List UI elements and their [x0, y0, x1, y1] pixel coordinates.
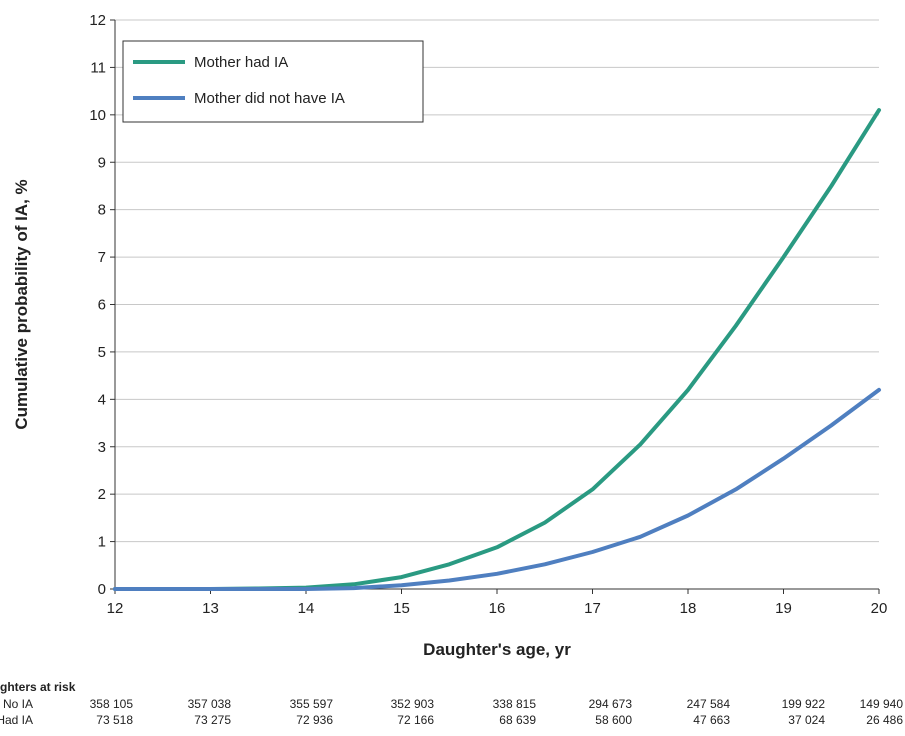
risk-cell: 338 815 [493, 697, 537, 711]
y-tick-label: 3 [98, 439, 106, 456]
x-tick-label: 16 [489, 600, 506, 617]
risk-cell: 352 903 [391, 697, 435, 711]
series-lines [113, 108, 881, 591]
x-tick-label: 17 [584, 600, 601, 617]
risk-cell: 72 936 [296, 713, 333, 727]
legend-label-mother-had-ia: Mother had IA [194, 54, 288, 71]
y-tick-label: 1 [98, 534, 106, 551]
x-tick-label: 18 [680, 600, 697, 617]
legend: Mother had IA Mother did not have IA [122, 40, 424, 123]
legend-label-mother-no-ia: Mother did not have IA [194, 90, 345, 107]
risk-cell: 68 639 [499, 713, 536, 727]
series-line-mother-no-ia [113, 387, 881, 591]
y-tick-label: 5 [98, 344, 106, 361]
y-tick-label: 9 [98, 154, 106, 171]
y-tick-label: 6 [98, 297, 106, 314]
x-tick-label: 12 [107, 600, 124, 617]
risk-table-rows: No IA 358 105 357 038 355 597 352 903 338 815… [0, 697, 903, 727]
y-tick-label: 8 [98, 202, 106, 219]
risk-cell: 58 600 [595, 713, 632, 727]
y-tick-label: 7 [98, 249, 106, 266]
risk-cell: 47 663 [693, 713, 730, 727]
series-line-mother-had-ia [113, 108, 881, 591]
y-tick-label: 2 [98, 486, 106, 503]
risk-cell: 357 038 [188, 697, 232, 711]
y-tick-label: 4 [98, 391, 106, 408]
y-tick-label: 12 [89, 12, 106, 29]
x-axis-title: Daughter's age, yr [423, 640, 571, 659]
x-tick-label: 20 [871, 600, 888, 617]
x-tick-label: 15 [393, 600, 410, 617]
risk-cell: 358 105 [90, 697, 134, 711]
x-tick-label: 14 [298, 600, 315, 617]
y-axis-title: Cumulative probability of IA, % [12, 179, 31, 429]
risk-cell: 355 597 [290, 697, 334, 711]
risk-cell: 72 166 [397, 713, 434, 727]
risk-cell: 37 024 [788, 713, 825, 727]
x-tick-label: 19 [775, 600, 792, 617]
risk-table: ghters at risk No IA 358 105 357 038 355 59… [0, 680, 903, 727]
risk-cell: 73 275 [194, 713, 231, 727]
risk-cell: 26 486 [866, 713, 903, 727]
y-tick-label: 10 [89, 107, 106, 124]
risk-table-title: ghters at risk [0, 680, 76, 694]
y-tick-label: 0 [98, 581, 106, 598]
risk-cell: 199 922 [782, 697, 826, 711]
risk-row-label: Had IA [0, 713, 33, 727]
legend-box [122, 40, 424, 123]
risk-cell: 247 584 [687, 697, 731, 711]
risk-cell: 149 940 [860, 697, 904, 711]
risk-cell: 73 518 [96, 713, 133, 727]
x-tick-label: 13 [202, 600, 219, 617]
risk-row-label: No IA [3, 697, 33, 711]
risk-cell: 294 673 [589, 697, 633, 711]
x-tick-labels: 12 13 14 15 16 17 18 19 20 [107, 600, 888, 617]
y-tick-label: 11 [90, 59, 106, 76]
